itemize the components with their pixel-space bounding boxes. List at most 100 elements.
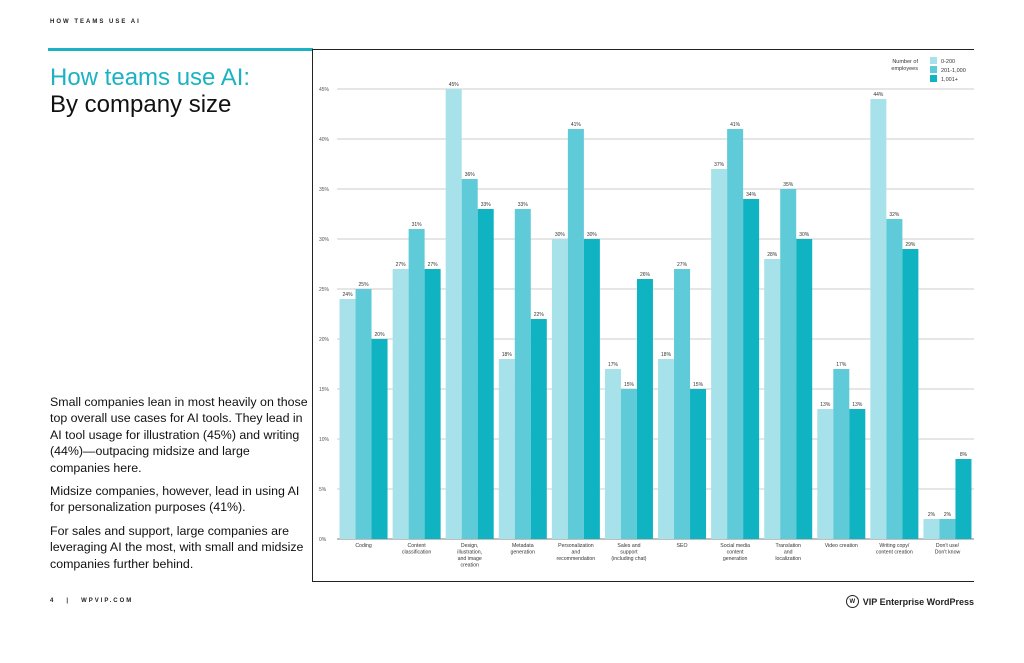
bar-chart: 0% 5% 10% 15% 20% 25% 30% 35% 40% 45% 24% 25% 20% Cod…	[319, 57, 974, 569]
y-tick-label: 30%	[319, 237, 330, 243]
y-tick-label: 10%	[319, 437, 330, 443]
x-tick-label: Design,	[461, 543, 479, 549]
bar	[408, 229, 425, 539]
bar	[833, 369, 850, 539]
x-tick-label: illustration,	[457, 550, 482, 556]
data-label: 31%	[412, 222, 423, 228]
footer-separator: |	[66, 598, 71, 604]
data-label: 30%	[587, 232, 598, 238]
data-label: 13%	[852, 402, 863, 408]
x-tick-label: generation	[511, 550, 536, 556]
data-label: 25%	[359, 282, 370, 288]
bar	[743, 199, 760, 539]
x-tick-label: recommendation	[557, 556, 596, 562]
data-label: 20%	[375, 332, 386, 338]
y-tick-label: 45%	[319, 87, 330, 93]
data-label: 2%	[928, 512, 936, 518]
bar	[690, 389, 707, 539]
legend-swatch	[930, 75, 937, 82]
legend-swatch	[930, 57, 937, 64]
data-label: 27%	[428, 262, 439, 268]
brand-name: VIP Enterprise WordPress	[862, 596, 974, 607]
bar	[796, 239, 813, 539]
bar	[939, 519, 956, 539]
bar	[583, 239, 600, 539]
bar	[339, 299, 356, 539]
bar	[923, 519, 940, 539]
bar	[674, 269, 691, 539]
data-label: 24%	[343, 292, 354, 298]
data-label: 18%	[661, 352, 672, 358]
running-head: HOW TEAMS USE AI	[50, 19, 141, 25]
paragraph-midsize-companies: Midsize companies, however, lead in usin…	[50, 484, 300, 515]
page-title: How teams use AI: By company size	[50, 64, 300, 118]
y-tick-label: 20%	[319, 337, 330, 343]
bar	[636, 279, 653, 539]
bar	[817, 409, 834, 539]
x-tick-label: localization	[775, 556, 801, 562]
bar	[886, 219, 903, 539]
x-tick-label: and	[572, 550, 581, 556]
data-label: 34%	[746, 192, 757, 198]
bar	[727, 129, 744, 539]
x-tick-label: Don't know	[935, 550, 961, 556]
data-label: 17%	[836, 362, 847, 368]
x-tick-label: SEO	[677, 543, 688, 549]
bar	[902, 249, 919, 539]
bar	[567, 129, 584, 539]
legend-entry: 0-200	[941, 59, 955, 65]
data-label: 41%	[730, 122, 741, 128]
x-tick-label: and image	[458, 556, 482, 562]
y-tick-label: 25%	[319, 287, 330, 293]
bottom-rule	[313, 581, 974, 582]
data-label: 17%	[608, 362, 619, 368]
x-tick-label: classification	[402, 550, 432, 556]
legend-entry: 1,001+	[941, 77, 958, 83]
x-tick-label: Social media	[720, 543, 750, 549]
bar	[530, 319, 547, 539]
footer-page-info: 4 | WPVIP.COM	[50, 598, 133, 604]
x-tick-label: (including chat)	[611, 556, 646, 562]
chart-container: 0% 5% 10% 15% 20% 25% 30% 35% 40% 45% 24% 25% 20% Cod…	[313, 50, 974, 581]
bar	[658, 359, 675, 539]
data-label: 33%	[481, 202, 492, 208]
y-tick-label: 15%	[319, 387, 330, 393]
bar	[392, 269, 409, 539]
bar	[604, 369, 621, 539]
x-tick-label: Content	[408, 543, 427, 549]
bar	[870, 99, 887, 539]
data-label: 13%	[820, 402, 831, 408]
bar	[498, 359, 515, 539]
x-tick-label: Translation	[775, 543, 801, 549]
x-tick-label: creation	[460, 563, 479, 569]
x-tick-label: Personalization	[558, 543, 594, 549]
bar	[955, 459, 972, 539]
bar	[424, 269, 441, 539]
legend-swatch	[930, 66, 937, 73]
accent-bar	[48, 48, 313, 51]
bar	[711, 169, 728, 539]
x-tick-label: support	[620, 550, 638, 556]
data-label: 45%	[449, 82, 460, 88]
x-tick-label: generation	[723, 556, 748, 562]
data-label: 18%	[502, 352, 513, 358]
page-title-line2: By company size	[50, 91, 232, 118]
footer-site-link[interactable]: WPVIP.COM	[81, 598, 134, 604]
x-tick-label: Metadata	[512, 543, 534, 549]
page-number: 4	[50, 598, 56, 604]
top-rule	[313, 49, 974, 50]
divider-vertical	[312, 49, 313, 582]
bar	[764, 259, 781, 539]
x-tick-label: Coding	[355, 543, 372, 549]
x-tick-label: Don't use/	[936, 543, 960, 549]
legend-title: employees	[891, 66, 918, 72]
data-label: 15%	[624, 382, 635, 388]
x-tick-label: and	[784, 550, 793, 556]
footer-brand: W VIP Enterprise WordPress	[845, 595, 974, 608]
data-label: 33%	[518, 202, 529, 208]
data-label: 37%	[714, 162, 725, 168]
data-label: 28%	[767, 252, 778, 258]
bar	[477, 209, 494, 539]
x-tick-label: content	[727, 550, 745, 556]
data-label: 29%	[905, 242, 916, 248]
